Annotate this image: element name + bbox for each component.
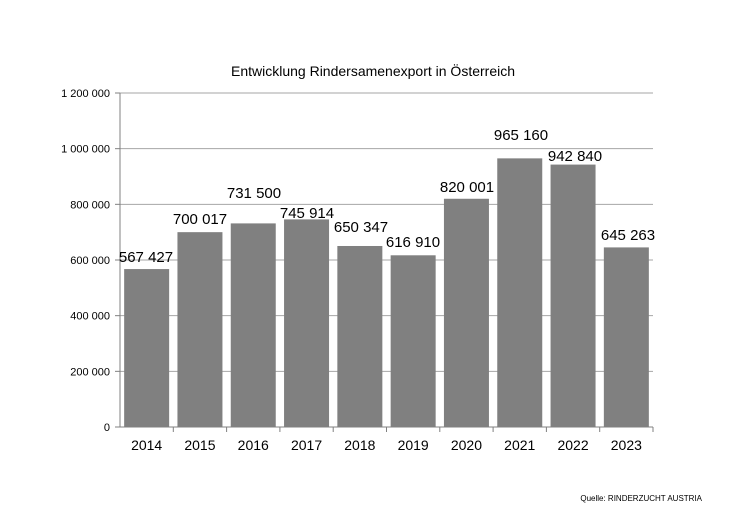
bar-2023 [603, 247, 649, 427]
bar-2022 [550, 164, 596, 427]
bar-2019 [390, 255, 436, 427]
bar-2018 [337, 245, 383, 427]
x-tick-label: 2021 [504, 437, 535, 453]
x-tick-label: 2019 [398, 437, 429, 453]
y-tick-label: 600 000 [70, 255, 110, 267]
axes: 0 200 000 400 000 600 000 800 000 1 000 000 1 … [61, 88, 654, 453]
data-label: 567 427 [119, 249, 173, 266]
data-label: 745 914 [280, 205, 334, 222]
data-label: 616 910 [386, 234, 440, 251]
x-tick-label: 2020 [451, 437, 482, 453]
x-tick-label: 2015 [184, 437, 215, 453]
y-tick-label: 400 000 [70, 311, 110, 323]
x-tick-label: 2017 [291, 437, 322, 453]
bar-2017 [284, 219, 330, 427]
x-tick-label: 2018 [344, 437, 375, 453]
chart-title: Entwicklung Rindersamenexport in Österre… [231, 62, 515, 79]
data-label: 700 017 [173, 211, 227, 228]
y-tick-label: 1 000 000 [61, 144, 110, 156]
data-label: 942 840 [548, 148, 602, 165]
x-tick-label: 2014 [131, 437, 162, 453]
bars [124, 158, 649, 427]
y-tick-label: 800 000 [70, 199, 110, 211]
bar-2021 [497, 158, 543, 427]
source-note: Quelle: RINDERZUCHT AUSTRIA [580, 494, 702, 503]
y-tick-label: 200 000 [70, 366, 110, 378]
bar-2014 [124, 269, 170, 427]
y-tick-label: 1 200 000 [61, 88, 110, 100]
x-tick-label: 2016 [238, 437, 269, 453]
x-tick-label: 2023 [611, 437, 642, 453]
bar-2016 [230, 223, 276, 427]
x-tick-label: 2022 [557, 437, 588, 453]
bar-2015 [177, 232, 223, 427]
data-label: 731 500 [227, 185, 281, 202]
bar-2020 [443, 198, 489, 427]
data-label: 965 160 [494, 127, 548, 144]
data-label: 650 347 [334, 219, 388, 236]
data-label: 645 263 [601, 227, 655, 244]
data-label: 820 001 [440, 179, 494, 196]
y-tick-label: 0 [104, 422, 110, 434]
